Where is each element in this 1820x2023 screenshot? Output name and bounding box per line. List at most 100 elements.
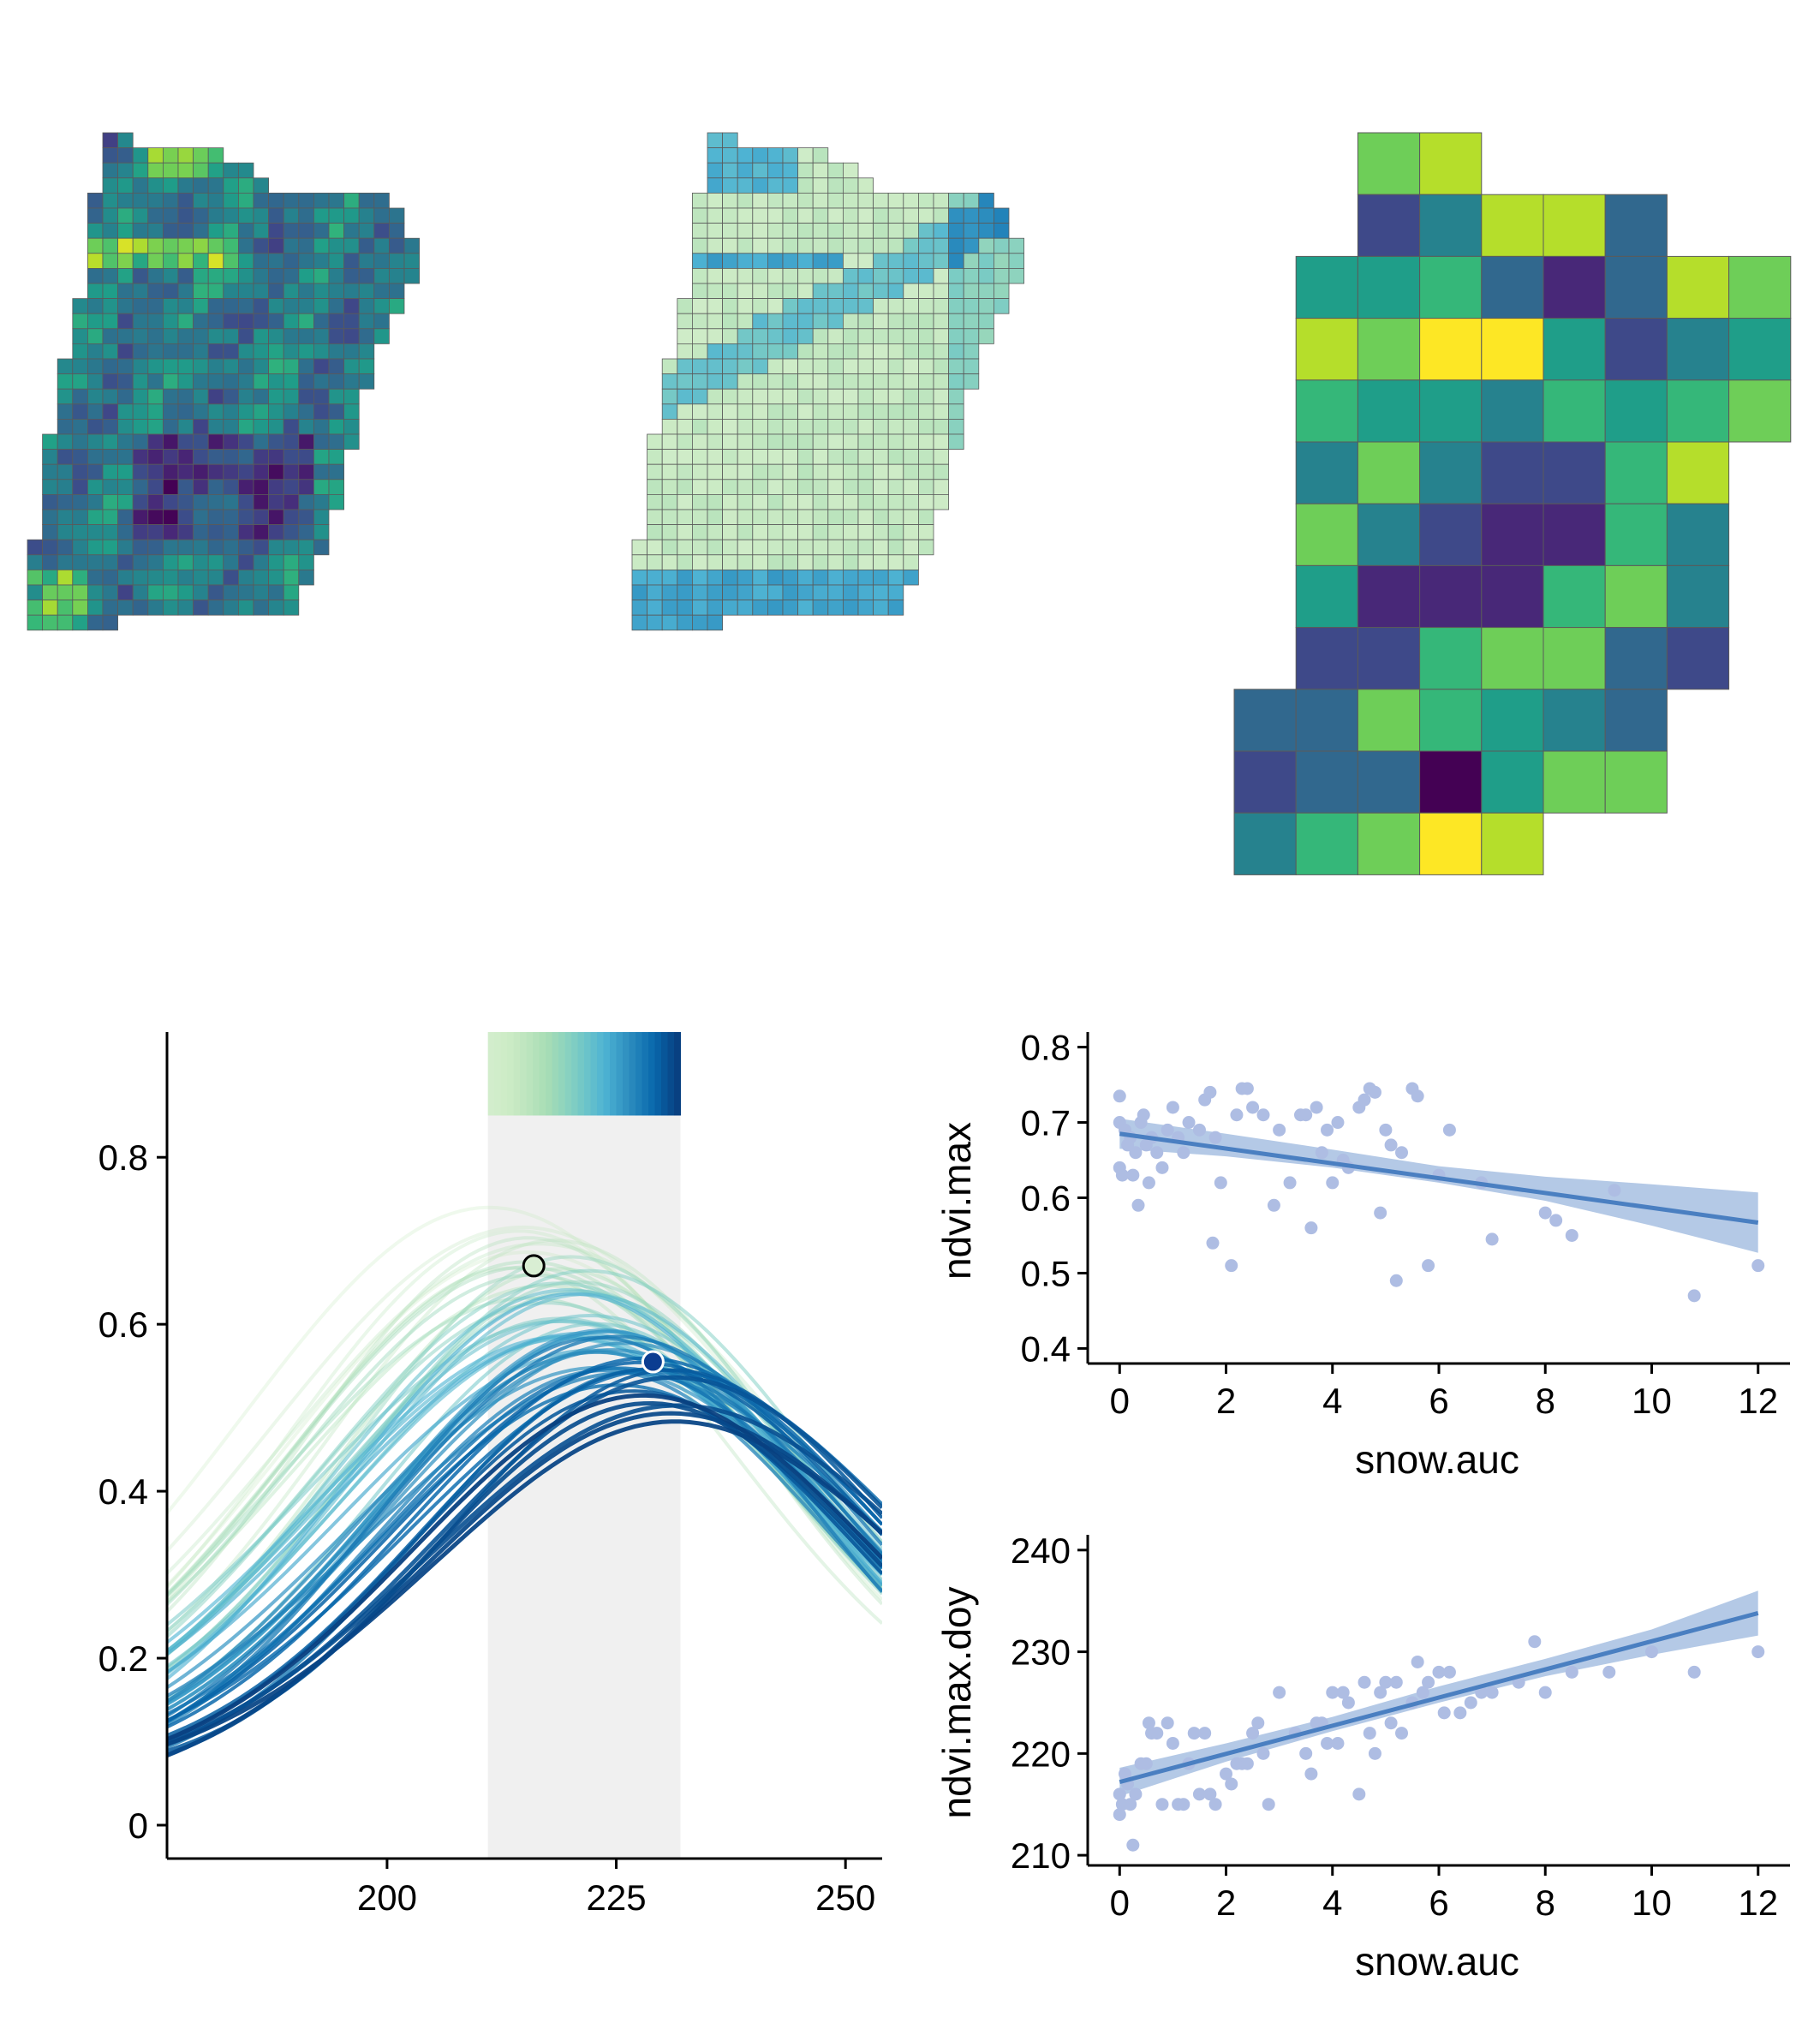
map-cell (737, 554, 754, 570)
x-tick-label: 8 (1536, 1381, 1555, 1421)
map-cell (328, 418, 345, 435)
map-cell (933, 494, 950, 510)
map-cell (1295, 564, 1358, 629)
map-cell (797, 147, 814, 164)
map-cell (752, 328, 768, 344)
map-cell (782, 373, 799, 390)
map-cell (177, 298, 194, 314)
map-cell (177, 373, 194, 390)
map-cell (313, 509, 330, 526)
map-cell (737, 237, 754, 254)
map-cell (283, 524, 300, 540)
map-cell (782, 283, 799, 300)
map-cell (722, 132, 738, 149)
map-cell (268, 343, 284, 360)
map-cell (147, 283, 164, 300)
map-cell (827, 403, 844, 420)
map-cell (827, 267, 844, 284)
map-cell (147, 343, 164, 360)
strip-band (571, 1032, 579, 1116)
map-cell (873, 539, 889, 556)
scatter-point (1310, 1101, 1323, 1114)
scatter-point (1464, 1696, 1477, 1710)
scatter-point (1422, 1259, 1435, 1273)
x-tick-label: 0 (1110, 1883, 1130, 1923)
map-cell (631, 570, 648, 586)
map-cell (223, 237, 239, 254)
map-cell (918, 524, 934, 540)
strip-band (494, 1032, 502, 1116)
map-cell (223, 418, 239, 435)
map-cell (843, 418, 859, 435)
map-cell (887, 358, 904, 375)
map-cell (328, 358, 345, 375)
map-cell (948, 433, 964, 451)
map-cell (887, 463, 904, 480)
map-cell (298, 494, 314, 510)
map-cell (677, 433, 693, 451)
scatter-point (1206, 1236, 1220, 1250)
map-cell (782, 418, 799, 435)
map-cell (207, 524, 224, 540)
map-cell (1604, 194, 1668, 257)
map-cell (268, 223, 284, 239)
map-cell (253, 418, 270, 435)
map-cell (707, 449, 724, 465)
map-cell (147, 403, 164, 420)
map-cell (177, 509, 194, 526)
map-cell (177, 539, 194, 556)
map-cell (193, 162, 209, 179)
map-cell (162, 207, 179, 224)
map-cell (268, 570, 284, 586)
map-cell (782, 463, 799, 480)
map-cell (707, 554, 724, 570)
map-cell (903, 449, 919, 465)
map-cell (283, 600, 300, 616)
ndvi-curves-panel: 0 0.2 0.4 0.6 0.8 200 225 250 (98, 1032, 882, 1918)
map-cell (117, 570, 134, 586)
map-cell (1481, 379, 1544, 443)
strip-band (623, 1032, 630, 1116)
map-cell (963, 223, 980, 239)
map-cell (827, 433, 844, 451)
map-cell (873, 584, 889, 601)
map-cell (207, 479, 224, 495)
map-cell (963, 267, 980, 284)
map-cell (752, 223, 768, 239)
map-cell (57, 554, 74, 570)
map-cell (647, 509, 663, 526)
map-cell (812, 373, 829, 390)
map-cell (117, 524, 134, 540)
map-cell (253, 298, 270, 314)
map-cell (1357, 689, 1421, 752)
map-cell (147, 418, 164, 435)
scatter-point (1203, 1787, 1217, 1801)
map-cell (677, 313, 693, 330)
map-cell (1604, 441, 1668, 504)
map-cell (283, 373, 300, 390)
strip-band (641, 1032, 649, 1116)
map-cell (147, 328, 164, 344)
map-cell (873, 494, 889, 510)
map-cell (147, 358, 164, 375)
map-cell (27, 570, 44, 586)
map-cell (692, 524, 708, 540)
map-cell (237, 418, 254, 435)
map-cell (903, 283, 919, 300)
map-cell (692, 433, 708, 451)
map-cell (72, 373, 88, 390)
map-cell (253, 494, 270, 510)
map-cell (827, 479, 844, 495)
map-cell (102, 313, 119, 330)
map-cell (737, 494, 754, 510)
map-cell (207, 147, 224, 164)
map-cell (237, 223, 254, 239)
map-cell (661, 524, 678, 540)
map-cell (132, 403, 149, 420)
map-cell (193, 418, 209, 435)
map-cell (843, 584, 859, 601)
map-cell (388, 267, 405, 284)
map-cell (102, 509, 119, 526)
map-cell (677, 418, 693, 435)
map-cell (722, 298, 738, 314)
